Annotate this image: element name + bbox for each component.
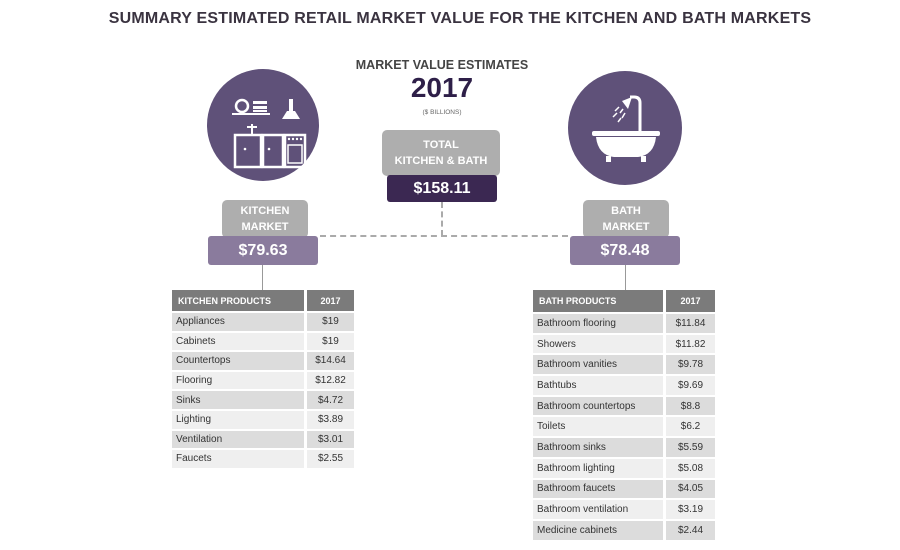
value-cell: $11.84 [663,314,715,333]
product-cell: Bathroom faucets [533,479,663,499]
table-row: Bathroom lighting $5.08 [533,458,715,478]
table-row: Bathroom countertops $8.8 [533,396,715,416]
kitchen-products-table: KITCHEN PRODUCTS 2017 Appliances $19 Cabine… [172,288,354,470]
table-row: Bathroom sinks $5.59 [533,438,715,457]
table-row: Ventilation $3.01 [172,430,354,449]
value-cell: $5.08 [663,458,715,478]
bath-products-table: BATH PRODUCTS 2017 Bathroom flooring $11.8… [533,288,715,542]
value-cell: $2.55 [304,450,354,468]
column-header: BATH PRODUCTS [533,290,663,312]
kitchen-market-value: $79.63 [208,236,318,265]
product-cell: Bathtubs [533,376,663,395]
bath-market-label: BATH MARKET [583,200,669,238]
product-cell: Bathroom vanities [533,355,663,375]
total-label-line2: KITCHEN & BATH [394,155,488,167]
product-cell: Faucets [172,450,304,468]
product-cell: Sinks [172,391,304,409]
total-label: TOTAL KITCHEN & BATH [382,130,500,176]
connector-total [441,202,443,236]
value-cell: $14.64 [304,352,354,370]
value-cell: $4.05 [663,479,715,499]
value-cell: $19 [304,313,354,331]
connector-bath-table [625,265,626,290]
value-cell: $11.82 [663,334,715,354]
value-cell: $5.59 [663,438,715,457]
table-row: Lighting $3.89 [172,410,354,429]
column-header: KITCHEN PRODUCTS [172,290,304,311]
value-cell: $9.69 [663,376,715,395]
page-title: SUMMARY ESTIMATED RETAIL MARKET VALUE FO… [108,10,812,27]
table-row: Bathroom ventilation $3.19 [533,500,715,519]
table-row: Cabinets $19 [172,332,354,351]
value-cell: $3.19 [663,500,715,519]
value-cell: $3.89 [304,410,354,429]
table-row: Faucets $2.55 [172,450,354,468]
value-cell: $3.01 [304,430,354,449]
table-row: Showers $11.82 [533,334,715,354]
table-row: Bathroom faucets $4.05 [533,479,715,499]
year: 2017 [410,72,474,103]
kitchen-label-line1: KITCHEN [240,205,290,217]
product-cell: Bathroom ventilation [533,500,663,519]
table-row: Medicine cabinets $2.44 [533,520,715,540]
table-row: Bathtubs $9.69 [533,376,715,395]
table-row: Bathroom flooring $11.84 [533,314,715,333]
value-cell: $19 [304,332,354,351]
kitchen-label-line2: MARKET [241,221,289,233]
connector-kitchen-table [262,265,263,290]
column-header: 2017 [663,290,715,312]
bathtub-shower-icon [568,71,682,185]
product-cell: Countertops [172,352,304,370]
table-row: Countertops $14.64 [172,352,354,370]
value-cell: $6.2 [663,417,715,437]
table-row: Bathroom vanities $9.78 [533,355,715,375]
product-cell: Bathroom sinks [533,438,663,457]
table-row: Sinks $4.72 [172,391,354,409]
units-note: ($ BILLIONS) [422,109,462,116]
total-value: $158.11 [387,175,497,202]
subtitle: MARKET VALUE ESTIMATES [355,58,529,72]
value-cell: $12.82 [304,371,354,390]
total-label-line1: TOTAL [423,139,459,151]
value-cell: $4.72 [304,391,354,409]
product-cell: Appliances [172,313,304,331]
value-cell: $2.44 [663,520,715,540]
product-cell: Bathroom countertops [533,396,663,416]
product-cell: Showers [533,334,663,354]
kitchen-market-label: KITCHEN MARKET [222,200,308,238]
column-header: 2017 [304,290,354,311]
bath-label-line1: BATH [611,205,641,217]
bath-market-value: $78.48 [570,236,680,265]
connector-horizontal [320,235,568,237]
product-cell: Toilets [533,417,663,437]
value-cell: $8.8 [663,396,715,416]
table-row: Appliances $19 [172,313,354,331]
product-cell: Medicine cabinets [533,520,663,540]
table-row: Toilets $6.2 [533,417,715,437]
product-cell: Bathroom lighting [533,458,663,478]
product-cell: Cabinets [172,332,304,351]
product-cell: Lighting [172,410,304,429]
kitchen-icon [207,69,319,181]
value-cell: $9.78 [663,355,715,375]
bath-label-line2: MARKET [602,221,650,233]
table-row: Flooring $12.82 [172,371,354,390]
product-cell: Bathroom flooring [533,314,663,333]
product-cell: Flooring [172,371,304,390]
product-cell: Ventilation [172,430,304,449]
